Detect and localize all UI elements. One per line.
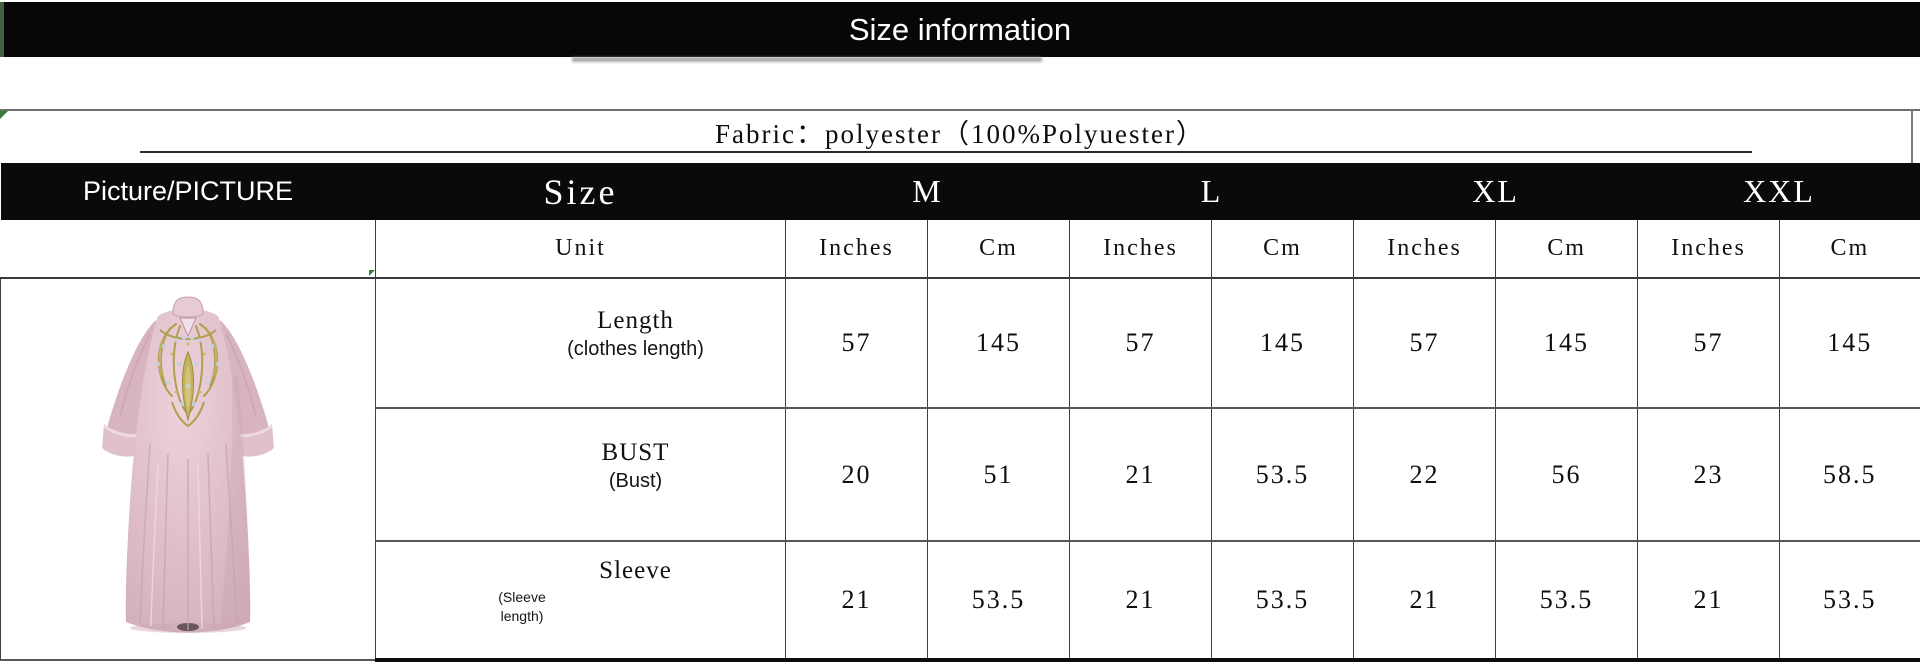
product-picture-cell <box>0 278 376 661</box>
size-m-header: M <box>785 163 1070 220</box>
value-cell: 53.5 <box>1211 408 1354 542</box>
value-cell: 145 <box>926 278 1070 409</box>
value-cell: 21 <box>1069 541 1212 662</box>
value-cell: 145 <box>1211 278 1354 409</box>
value-cell: 23 <box>1637 408 1780 542</box>
unit-cell: Inches <box>1069 220 1212 279</box>
value-cell: 53.5 <box>1779 541 1920 662</box>
value-cell: 57 <box>1069 278 1212 409</box>
unit-cell: Inches <box>1637 220 1780 279</box>
unit-cell: Cm <box>926 220 1070 279</box>
page-title: Size information <box>848 12 1072 47</box>
green-corner-tick <box>0 111 8 119</box>
right-border-segment <box>1911 110 1913 166</box>
value-cell: 21 <box>1637 541 1780 662</box>
value-cell: 21 <box>1069 408 1212 542</box>
top-divider-line <box>0 109 1920 111</box>
row-label: Length <box>597 307 674 334</box>
unit-header-row: Unit Inches Cm Inches Cm Inches Cm Inche… <box>0 220 1920 279</box>
size-header-row: Picture/PICTURE Size M L XL XXL <box>0 163 1920 220</box>
unit-cell: Cm <box>1779 220 1920 279</box>
row-sublabel: (Bust) <box>608 469 663 492</box>
picture-spacer-cell <box>0 220 376 279</box>
value-cell: 21 <box>785 541 928 662</box>
value-cell: 56 <box>1495 408 1638 542</box>
green-edge-mark <box>0 2 4 57</box>
unit-cell: Cm <box>1495 220 1638 279</box>
row-label: BUST <box>601 438 670 466</box>
unit-cell: Inches <box>1353 220 1496 279</box>
value-cell: 51 <box>926 408 1070 542</box>
fabric-underline <box>140 151 1752 153</box>
size-xxl-header: XXL <box>1637 163 1920 220</box>
value-cell: 53.5 <box>1211 541 1354 662</box>
value-cell: 145 <box>1495 278 1638 409</box>
table-row-length: Length (clothes length) 57 145 57 145 57… <box>0 278 1920 661</box>
value-cell: 58.5 <box>1779 408 1920 542</box>
value-cell: 145 <box>1779 278 1920 409</box>
value-cell: 20 <box>785 408 928 542</box>
row-label: Sleeve <box>599 557 672 585</box>
title-bar-shadow <box>572 57 1042 62</box>
value-cell: 57 <box>785 278 928 409</box>
row-sublabel: (clothes length) <box>567 338 704 360</box>
value-cell: 21 <box>1353 541 1496 662</box>
size-xl-header: XL <box>1353 163 1638 220</box>
value-cell: 53.5 <box>926 541 1070 662</box>
table-row-bust: BUST (Bust) 20 51 21 53.5 22 56 23 58.5 <box>1 408 1920 542</box>
unit-cell: Cm <box>1211 220 1354 279</box>
title-bar: Size information <box>0 2 1920 57</box>
fabric-info: Fabric：polyester（100%Polyuester） <box>0 112 1920 152</box>
table-row-sleeve: Sleeve (Sleeve length) 21 53.5 21 53.5 2… <box>1 541 1920 662</box>
picture-column-header: Picture/PICTURE <box>0 163 376 220</box>
row-label-cell: Length (clothes length) <box>375 278 786 409</box>
row-label-cell: Sleeve (Sleeve length) <box>375 541 786 662</box>
value-cell: 57 <box>1637 278 1780 409</box>
size-column-header: Size <box>375 163 786 220</box>
unit-cell: Inches <box>785 220 928 279</box>
fabric-text: Fabric：polyester（100%Polyuester） <box>715 119 1205 149</box>
dress-image <box>100 296 276 633</box>
size-table: Picture/PICTURE Size M L XL XXL Unit Inc… <box>0 163 1920 662</box>
value-cell: 57 <box>1353 278 1496 409</box>
size-l-header: L <box>1069 163 1354 220</box>
row-sublabel: (Sleeve length) <box>498 589 546 624</box>
unit-header: Unit <box>375 220 786 279</box>
row-label-cell: BUST (Bust) <box>375 408 786 542</box>
value-cell: 22 <box>1353 408 1496 542</box>
value-cell: 53.5 <box>1495 541 1638 662</box>
